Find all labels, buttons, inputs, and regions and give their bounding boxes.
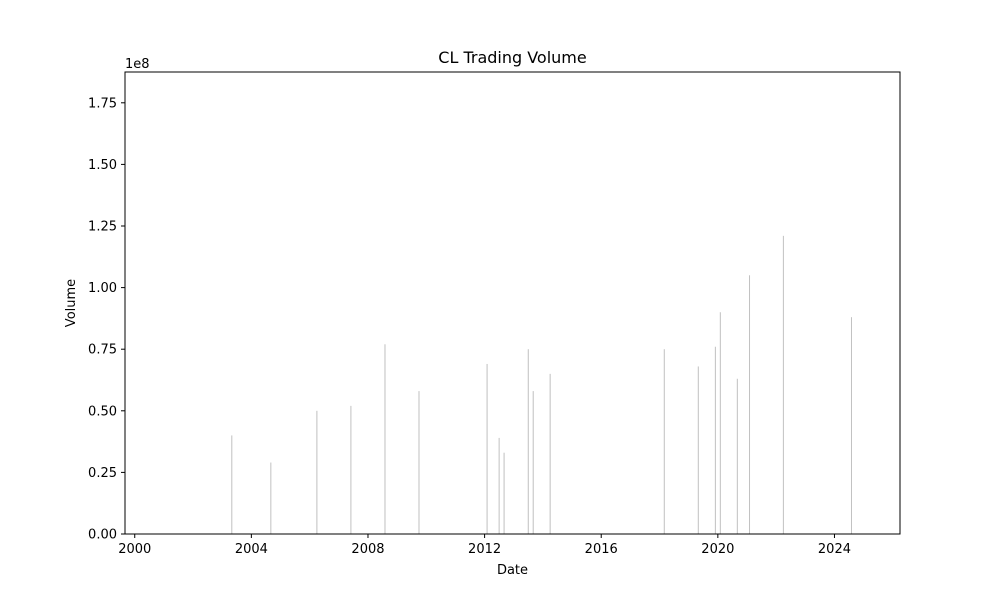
volume-bar	[498, 437, 500, 534]
y-tick-label: 0.00	[88, 528, 117, 543]
volume-bar	[714, 346, 716, 534]
volume-bar	[782, 235, 784, 535]
volume-bar	[532, 391, 534, 534]
x-tick-label: 2020	[701, 542, 734, 557]
volume-bar	[384, 344, 386, 534]
volume-bar	[736, 378, 738, 534]
x-axis: 2000 2004 2008 2012 2016 2020 2024	[118, 534, 851, 557]
x-tick-label: 2000	[118, 542, 151, 557]
y-axis: 0.00 0.25 0.50 0.75 1.00 1.25 1.50 1.75	[88, 96, 125, 543]
x-tick-label: 2016	[585, 542, 618, 557]
y-tick-label: 0.25	[88, 466, 117, 481]
x-tick-label: 2008	[351, 542, 384, 557]
y-tick-label: 1.75	[88, 96, 117, 111]
y-axis-multiplier: 1e8	[125, 57, 150, 72]
volume-bar	[503, 452, 505, 534]
volume-bar	[486, 363, 488, 534]
volume-bar	[350, 405, 352, 534]
volume-bar	[549, 373, 551, 534]
volume-bar	[850, 317, 852, 534]
volume-bar	[316, 410, 318, 534]
y-tick-label: 1.00	[88, 281, 117, 296]
y-tick-label: 1.50	[88, 158, 117, 173]
x-tick-label: 2004	[235, 542, 268, 557]
volume-bar	[527, 349, 529, 534]
plot-frame	[124, 71, 901, 535]
volume-bar	[749, 275, 751, 534]
volume-bar	[418, 391, 420, 534]
volume-bar	[270, 462, 272, 534]
x-tick-label: 2012	[468, 542, 501, 557]
y-tick-label: 0.50	[88, 404, 117, 419]
bars-group	[231, 235, 852, 535]
volume-bar	[663, 349, 665, 534]
volume-bar	[719, 312, 721, 534]
volume-bar	[231, 435, 233, 534]
volume-bar	[697, 366, 699, 534]
y-axis-label: Volume	[64, 279, 79, 327]
x-tick-label: 2024	[818, 542, 851, 557]
y-tick-label: 0.75	[88, 343, 117, 358]
x-axis-label: Date	[497, 563, 528, 578]
chart-title: CL Trading Volume	[438, 48, 586, 67]
y-tick-label: 1.25	[88, 220, 117, 235]
